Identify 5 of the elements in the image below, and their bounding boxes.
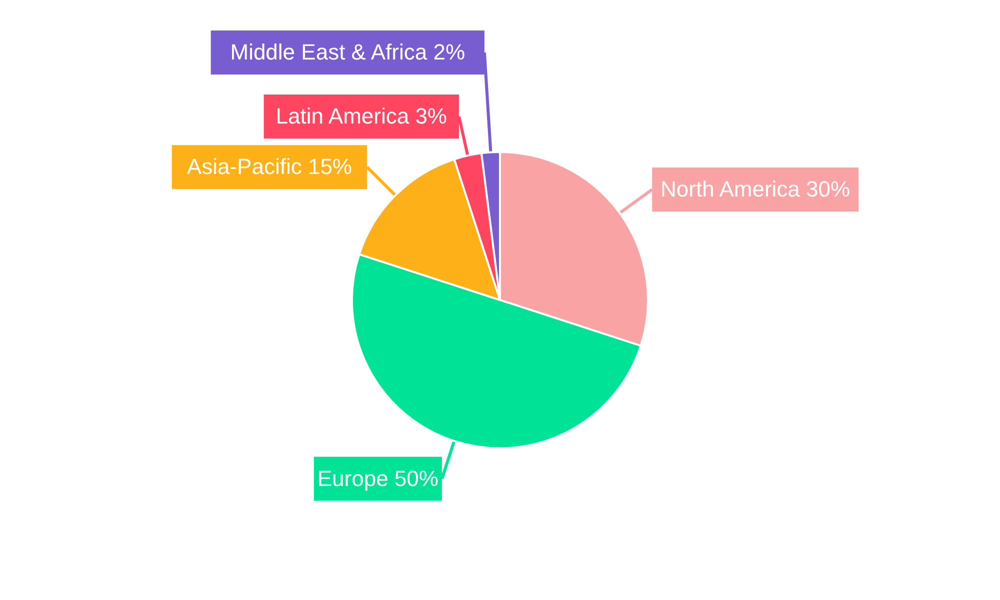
slice-label: Europe 50% [317,466,438,491]
slice-label: Latin America 3% [276,104,447,129]
slice-label: North America 30% [660,176,850,202]
slice-label: Middle East & Africa 2% [230,39,466,64]
slice-label: Asia-Pacific 15% [186,154,352,180]
